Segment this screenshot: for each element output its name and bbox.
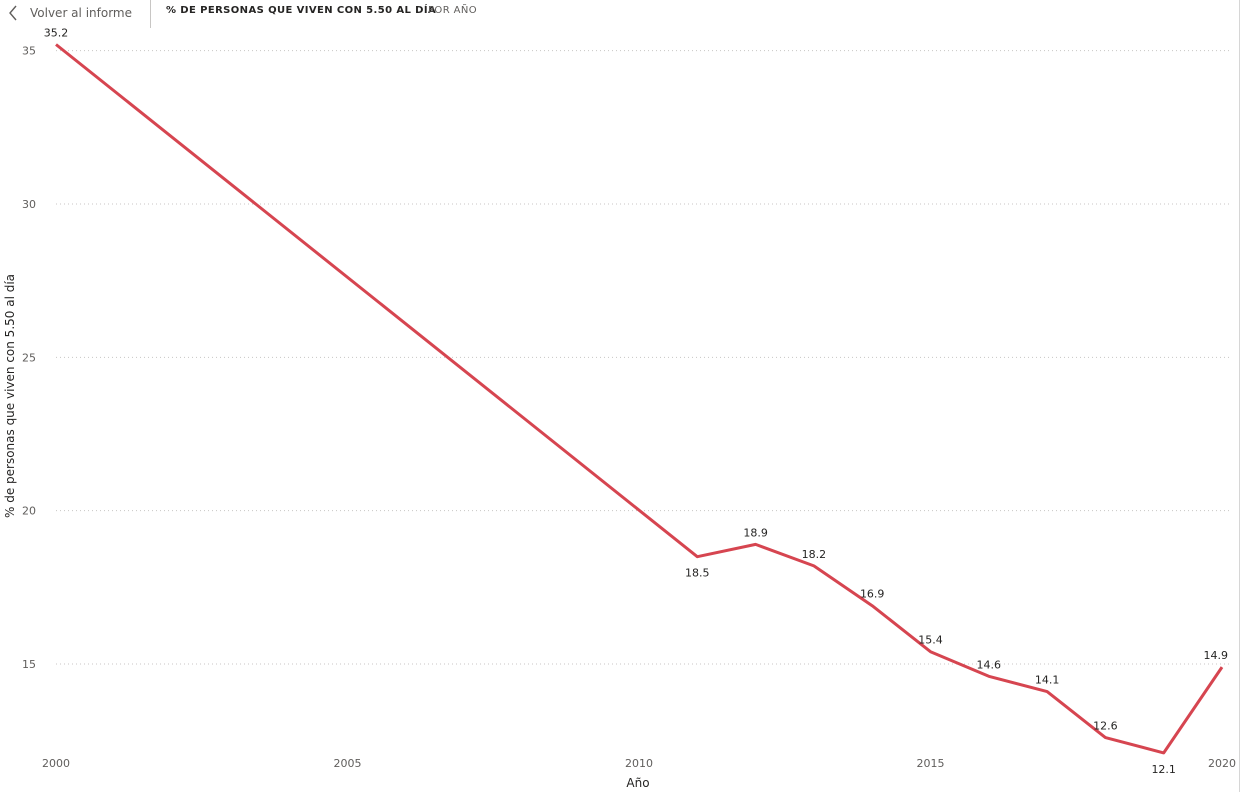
y-axis-title: % de personas que viven con 5.50 al día (3, 274, 17, 518)
x-tick-label: 2000 (42, 757, 70, 770)
gridlines (56, 50, 1230, 665)
x-tick-label: 2005 (334, 757, 362, 770)
data-label: 14.6 (977, 658, 1002, 671)
data-label: 18.2 (802, 548, 827, 561)
data-label: 14.1 (1035, 674, 1060, 687)
series-line (55, 43, 1224, 755)
data-label: 15.4 (918, 634, 943, 647)
data-label: 12.1 (1151, 763, 1176, 776)
x-tick-label: 2010 (625, 757, 653, 770)
data-label: 14.9 (1204, 649, 1229, 662)
x-axis-title: Año (626, 776, 649, 790)
back-to-report-button[interactable]: Volver al informe (8, 0, 132, 26)
x-axis-ticks: 2000 2005 2010 2015 2020 (42, 757, 1236, 770)
series-layer (55, 43, 1224, 755)
y-tick-label: 25 (22, 351, 36, 364)
x-tick-label: 2015 (917, 757, 945, 770)
y-axis-ticks: 15 20 25 30 35 (22, 45, 36, 671)
data-label: 35.2 (44, 27, 69, 40)
y-tick-label: 30 (22, 198, 36, 211)
header-divider (150, 0, 151, 28)
data-label: 18.9 (743, 526, 768, 539)
data-label: 16.9 (860, 588, 885, 601)
back-button-label: Volver al informe (30, 6, 132, 20)
visual-subtitle: POR AÑO (428, 5, 478, 16)
top-bar: Volver al informe % DE PERSONAS QUE VIVE… (0, 0, 1242, 30)
chevron-left-icon (9, 5, 17, 21)
canvas-edge (1239, 0, 1240, 792)
y-tick-label: 15 (22, 658, 36, 671)
data-labels: 35.2 18.5 18.9 18.2 16.9 15.4 14.6 14.1 12.6 12.1… (44, 27, 1228, 776)
y-tick-label: 35 (22, 45, 36, 58)
data-label: 12.6 (1093, 720, 1118, 733)
visual-title: % DE PERSONAS QUE VIVEN CON 5.50 AL DÍA (166, 5, 437, 16)
data-label: 18.5 (685, 567, 710, 580)
x-tick-label: 2020 (1208, 757, 1236, 770)
y-tick-label: 20 (22, 505, 36, 518)
